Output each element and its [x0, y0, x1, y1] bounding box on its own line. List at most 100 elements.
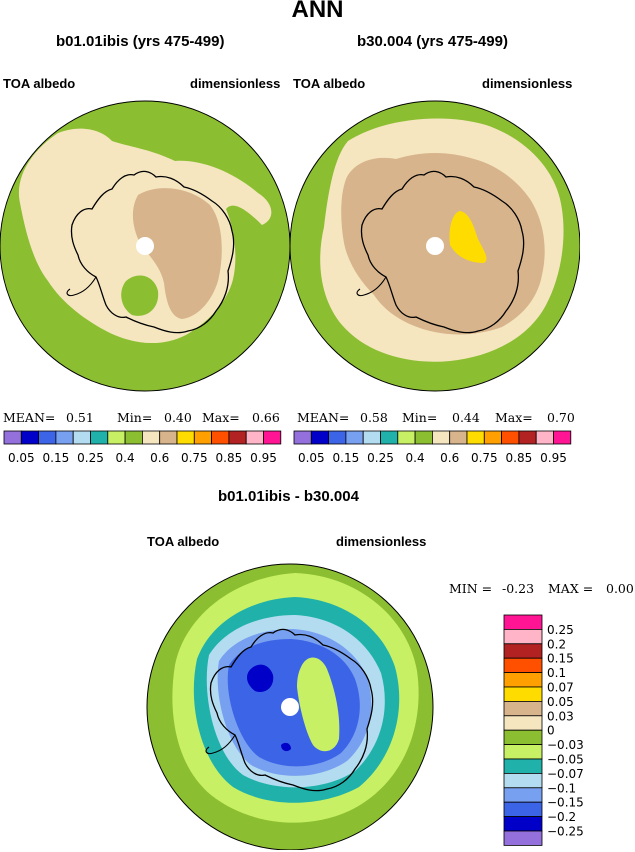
panel3-colorbar-label-1: 0.2 [547, 637, 566, 651]
panel3-field-darkblue [247, 664, 274, 693]
panel2-colorbar-label-3: 0.4 [406, 451, 425, 465]
panel3-colorbar-box-4 [503, 672, 543, 688]
panel2-colorbar-label-2: 0.25 [367, 451, 394, 465]
panel3-max-value: 0.00 [606, 581, 634, 596]
panel3-colorbar-box-10 [503, 758, 543, 774]
panel1-pole-marker [136, 237, 154, 255]
panel1-units-label: dimensionless [190, 76, 281, 91]
panel2-max-label: Max= [495, 410, 533, 425]
panel3-colorbar-label-10: −0.07 [547, 767, 584, 781]
panel2-colorbar-box-1 [310, 430, 329, 445]
panel2-mean-value: 0.58 [360, 410, 388, 425]
panel1-field-green-patch [121, 275, 159, 316]
panel3-colorbar-box-1 [503, 628, 543, 645]
panel1-colorbar-box-10 [176, 430, 195, 445]
panel1-colorbar-box-12 [211, 430, 230, 445]
panel1-colorbar-label-2: 0.25 [77, 451, 104, 465]
panel3-units-label: dimensionless [336, 534, 427, 549]
panel2-colorbar-label-0: 0.05 [298, 451, 325, 465]
panel1-colorbar-box-9 [159, 430, 178, 445]
panel3-field-center-lightgreen [297, 657, 340, 752]
panel1-colorbar-label-6: 0.85 [216, 451, 243, 465]
panel2-colorbar-box-6 [397, 430, 416, 445]
panel2-colorbar-box-4 [362, 430, 381, 445]
panel3-pole-marker [281, 698, 299, 716]
panel3-min-label: MIN = [449, 581, 493, 596]
panel2-colorbar-box-15 [553, 430, 572, 445]
panel1-map [0, 100, 290, 392]
panel1-colorbar-box-6 [107, 430, 126, 445]
panel3-colorbar-box-9 [503, 744, 543, 760]
panel3-colorbar-box-13 [503, 801, 543, 817]
panel1-colorbar-box-14 [245, 430, 264, 445]
panel1-colorbar-box-5 [90, 430, 109, 445]
panel2-map [290, 100, 580, 392]
panel2-colorbar-box-14 [535, 430, 554, 445]
panel2-colorbar-box-12 [501, 430, 520, 445]
panel2-colorbar-box-10 [466, 430, 485, 445]
panel2-variable-label: TOA albedo [293, 76, 366, 91]
panel3-min-value: -0.23 [502, 581, 535, 596]
panel3-colorbar-label-7: 0 [547, 724, 555, 738]
panel1-colorbar-box-11 [193, 430, 213, 445]
panel2-colorbar-label-4: 0.6 [440, 451, 459, 465]
panel1-title: b01.01ibis (yrs 475-499) [56, 33, 225, 50]
panel3-variable-label: TOA albedo [147, 534, 220, 549]
panel3-colorbar-label-6: 0.03 [547, 709, 574, 723]
panel1-coastline [70, 170, 235, 334]
panel3-colorbar-label-2: 0.15 [547, 652, 574, 666]
panel3-colorbar-label-8: −0.03 [547, 738, 584, 752]
panel2-colorbar-box-8 [431, 430, 451, 445]
panel1-variable-label: TOA albedo [3, 76, 76, 91]
panel2-colorbar-box-9 [449, 430, 468, 445]
panel1-colorbar-label-5: 0.75 [181, 451, 208, 465]
panel1-colorbar-box-8 [141, 430, 161, 445]
panel1-colorbar-box-4 [72, 430, 91, 445]
panel1-colorbar-box-13 [228, 430, 247, 445]
panel3-colorbar-box-12 [503, 787, 543, 803]
panel3-colorbar-label-13: −0.2 [547, 810, 576, 824]
panel1-colorbar-box-1 [20, 430, 39, 445]
panel3-colorbar-label-4: 0.07 [547, 681, 574, 695]
panel1-colorbar-label-0: 0.05 [8, 451, 35, 465]
panel1-coastline-peninsula [66, 276, 97, 297]
panel2-colorbar-box-11 [483, 430, 503, 445]
panel1-colorbar-label-1: 0.15 [43, 451, 70, 465]
panel2-colorbar-label-1: 0.15 [333, 451, 360, 465]
panel3-colorbar-label-9: −0.05 [547, 753, 584, 767]
panel1-min-value: 0.40 [164, 410, 192, 425]
panel2-mean-label: MEAN= [297, 410, 350, 425]
panel2-coastline [360, 170, 525, 334]
panel3-field-darkblue-small [281, 742, 291, 752]
panel2-field-gold [449, 211, 487, 263]
panel1-max-value: 0.66 [252, 410, 280, 425]
panel1-field-tan [132, 188, 222, 319]
panel2-pole-marker [426, 237, 444, 255]
panel1-colorbar-box-15 [263, 430, 282, 445]
panel3-colorbar-box-2 [503, 643, 543, 659]
panel2-title: b30.004 (yrs 475-499) [357, 33, 508, 50]
panel3-colorbar-label-0: 0.25 [547, 623, 574, 637]
panel3-colorbar-box-14 [503, 816, 543, 832]
panel3-colorbar-box-8 [503, 729, 543, 745]
panel3-colorbar-box-3 [503, 657, 543, 674]
panel2-min-label: Min= [402, 410, 438, 425]
panel3-map [146, 563, 434, 850]
panel1-colorbar-box-7 [124, 430, 143, 445]
panel2-colorbar-label-7: 0.95 [540, 451, 567, 465]
panel3-coastline-peninsula [205, 734, 236, 755]
panel2-colorbar-box-13 [518, 430, 537, 445]
panel3-colorbar-box-7 [503, 715, 543, 731]
panel3-colorbar-label-14: −0.25 [547, 825, 584, 839]
panel3-colorbar-label-11: −0.1 [547, 781, 576, 795]
panel2-colorbar-label-6: 0.85 [506, 451, 533, 465]
panel2-colorbar: 0.05 0.15 0.25 0.4 0.6 0.75 0.85 0.95 [293, 430, 572, 465]
panel2-colorbar-box-2 [328, 430, 347, 445]
panel3-colorbar-box-6 [503, 701, 543, 717]
panel3-colorbar: 0.250.20.150.10.070.050.030−0.03−0.05−0.… [503, 614, 584, 846]
panel1-colorbar-box-0 [3, 430, 22, 445]
panel3-colorbar-box-0 [503, 614, 543, 630]
panel1-min-label: Min= [117, 410, 153, 425]
panel1-colorbar-label-7: 0.95 [250, 451, 277, 465]
panel3-colorbar-label-12: −0.15 [547, 796, 584, 810]
